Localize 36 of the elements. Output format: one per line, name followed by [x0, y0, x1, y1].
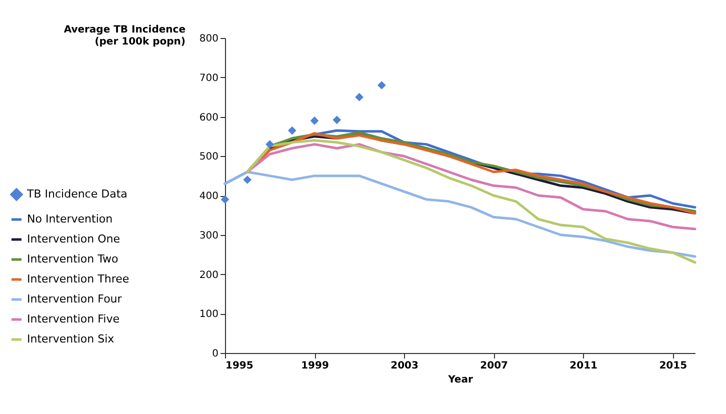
point [332, 116, 342, 124]
y-tick-label: 500 [199, 152, 218, 163]
x-axis-title: Year [447, 374, 473, 386]
legend-label: TB Incidence Data [26, 188, 128, 200]
y-tick-label: 200 [199, 270, 218, 281]
x-tick-label: 1995 [226, 360, 254, 372]
legend-label: Intervention Five [27, 312, 120, 326]
point [377, 81, 386, 90]
legend-label: Intervention Six [27, 332, 115, 346]
line-series [224, 170, 696, 258]
x-tick-label: 2011 [570, 360, 598, 372]
x-tick-label: 1999 [301, 360, 329, 372]
legend-label: Intervention Two [27, 252, 119, 266]
point [243, 176, 252, 184]
legend-label: Intervention One [27, 232, 120, 246]
point [355, 92, 364, 102]
y-tick-label: 100 [199, 309, 218, 320]
legend-label: Intervention Three [27, 272, 130, 286]
y-tick-label: 300 [199, 230, 218, 242]
legend-label: Intervention Four [27, 292, 122, 306]
x-tick-label: 2015 [659, 360, 688, 372]
x-tick-label: 2007 [480, 360, 508, 372]
point [310, 116, 319, 125]
y-tick-label: 0 [212, 348, 218, 360]
y-axis-title: Average TB Incidence (per 100k popn) [64, 24, 186, 48]
point [220, 195, 230, 204]
point [288, 126, 296, 135]
point [266, 140, 274, 148]
y-tick-label: 800 [199, 34, 218, 44]
line-series [246, 143, 696, 230]
x-tick-label: 2003 [390, 360, 418, 372]
legend-label: No Intervention [27, 212, 113, 226]
y-tick-label: 400 [199, 191, 218, 202]
y-tick-label: 700 [199, 72, 218, 84]
y-tick-label: 600 [199, 112, 218, 124]
line-series [246, 139, 696, 264]
